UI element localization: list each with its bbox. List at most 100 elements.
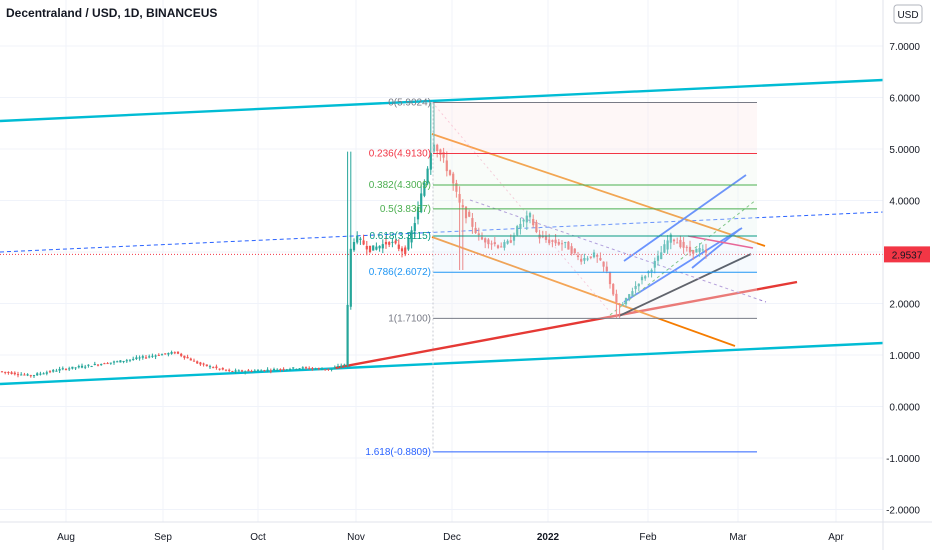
candle-body bbox=[250, 370, 253, 372]
candle-body bbox=[608, 272, 612, 285]
fibonacci-retracement[interactable]: 0(5.9024) 0.236(4.9130) 0.382(4.3009) 0.5(3… bbox=[365, 98, 757, 458]
x-tick-label: Aug bbox=[57, 532, 75, 543]
channel-lower-line[interactable] bbox=[0, 341, 884, 386]
candle-body bbox=[455, 183, 458, 192]
candle-body bbox=[362, 240, 365, 245]
fib-level-label: 1.618(-0.8809) bbox=[365, 447, 431, 458]
candle-body bbox=[138, 357, 141, 359]
candle-body bbox=[522, 219, 525, 222]
candle-body bbox=[413, 223, 416, 232]
candle-body bbox=[589, 256, 592, 258]
candle-body bbox=[580, 258, 583, 262]
orange-lower-line[interactable] bbox=[431, 236, 736, 347]
candle-body bbox=[394, 240, 397, 244]
candle-body bbox=[695, 248, 698, 253]
y-tick-label: -2.0000 bbox=[886, 506, 920, 517]
candle-body bbox=[663, 244, 666, 253]
candle-body bbox=[461, 205, 464, 208]
candle-body bbox=[468, 211, 471, 217]
candle-body bbox=[397, 244, 400, 249]
red-support-line[interactable] bbox=[334, 280, 798, 370]
candle-body bbox=[676, 242, 679, 244]
candle-body bbox=[429, 153, 432, 170]
candle-body bbox=[336, 366, 340, 368]
candle-body bbox=[512, 236, 516, 241]
fib-band bbox=[433, 208, 757, 236]
y-tick-label: 7.0000 bbox=[889, 42, 920, 53]
candle-body bbox=[260, 370, 263, 372]
trend-drawings[interactable] bbox=[0, 78, 884, 386]
candle-body bbox=[314, 368, 317, 370]
candle-body bbox=[615, 293, 618, 303]
blue-channel-upper-line[interactable] bbox=[623, 174, 747, 262]
candle-body bbox=[567, 241, 570, 250]
candle-body bbox=[352, 242, 356, 251]
blue-channel-lower-line[interactable] bbox=[623, 227, 743, 303]
candle-body bbox=[493, 242, 496, 245]
fib-level-label: 0.5(3.8367) bbox=[380, 204, 431, 215]
candle-body bbox=[477, 233, 480, 235]
candle-body bbox=[474, 227, 477, 233]
green-dashed-guide[interactable] bbox=[609, 199, 757, 316]
candle-body bbox=[634, 286, 637, 290]
candle-body bbox=[416, 207, 420, 220]
candle-body bbox=[372, 245, 375, 251]
y-tick-label: 2.0000 bbox=[889, 300, 920, 311]
fib-band bbox=[433, 185, 757, 209]
y-tick-label: 4.0000 bbox=[889, 197, 920, 208]
candle-body bbox=[445, 160, 448, 172]
candle-body bbox=[135, 357, 138, 359]
candle-body bbox=[52, 370, 55, 372]
y-tick-label: 0.0000 bbox=[889, 403, 920, 414]
candle-body bbox=[548, 239, 551, 244]
candle-body bbox=[509, 240, 512, 243]
candle-body bbox=[269, 370, 272, 372]
candle-body bbox=[311, 368, 314, 370]
candle-body bbox=[224, 369, 228, 371]
currency-button-frame[interactable] bbox=[893, 4, 923, 24]
channel-mid-dashed-line[interactable] bbox=[0, 211, 884, 253]
y-tick-label: 5.0000 bbox=[889, 145, 920, 156]
candle-body bbox=[327, 368, 330, 370]
candle-body bbox=[202, 363, 205, 365]
candle-body bbox=[672, 239, 676, 242]
candle-body bbox=[365, 245, 368, 250]
candle-body bbox=[215, 366, 218, 368]
candle-body bbox=[7, 372, 10, 374]
candle-body bbox=[554, 239, 557, 244]
current-price-tag bbox=[884, 246, 930, 263]
candle-body bbox=[32, 375, 36, 377]
candle-body bbox=[36, 373, 39, 376]
candle-body bbox=[519, 223, 522, 229]
black-support-line[interactable] bbox=[618, 253, 752, 317]
fib-band bbox=[433, 235, 757, 273]
candle-body bbox=[77, 366, 80, 368]
candle-body bbox=[256, 370, 260, 372]
fib-level-label: 0.618(3.3115) bbox=[369, 231, 431, 242]
candle-body bbox=[122, 360, 125, 362]
candle-body bbox=[218, 368, 221, 370]
candle-body bbox=[599, 257, 602, 261]
candle-body bbox=[298, 368, 301, 370]
x-tick-label: Nov bbox=[347, 532, 365, 543]
candle-body bbox=[205, 364, 208, 367]
chart-grid bbox=[0, 0, 883, 522]
candle-body bbox=[378, 245, 381, 249]
pink-wedge-line[interactable] bbox=[687, 235, 754, 249]
channel-upper-line[interactable] bbox=[0, 78, 884, 123]
candle-body bbox=[87, 364, 90, 366]
candle-body bbox=[346, 304, 349, 366]
currency-button[interactable]: USD bbox=[893, 4, 923, 24]
fib-diagonal-guide[interactable] bbox=[431, 101, 611, 313]
candle-body bbox=[10, 372, 13, 374]
candle-body bbox=[576, 255, 580, 258]
purple-dashed-guide[interactable] bbox=[469, 199, 767, 303]
candle-body bbox=[448, 170, 452, 175]
candle-body bbox=[61, 368, 64, 370]
orange-upper-line[interactable] bbox=[431, 133, 766, 247]
candle-body bbox=[144, 357, 148, 359]
candle-body bbox=[157, 354, 160, 356]
candle-body bbox=[167, 353, 170, 355]
